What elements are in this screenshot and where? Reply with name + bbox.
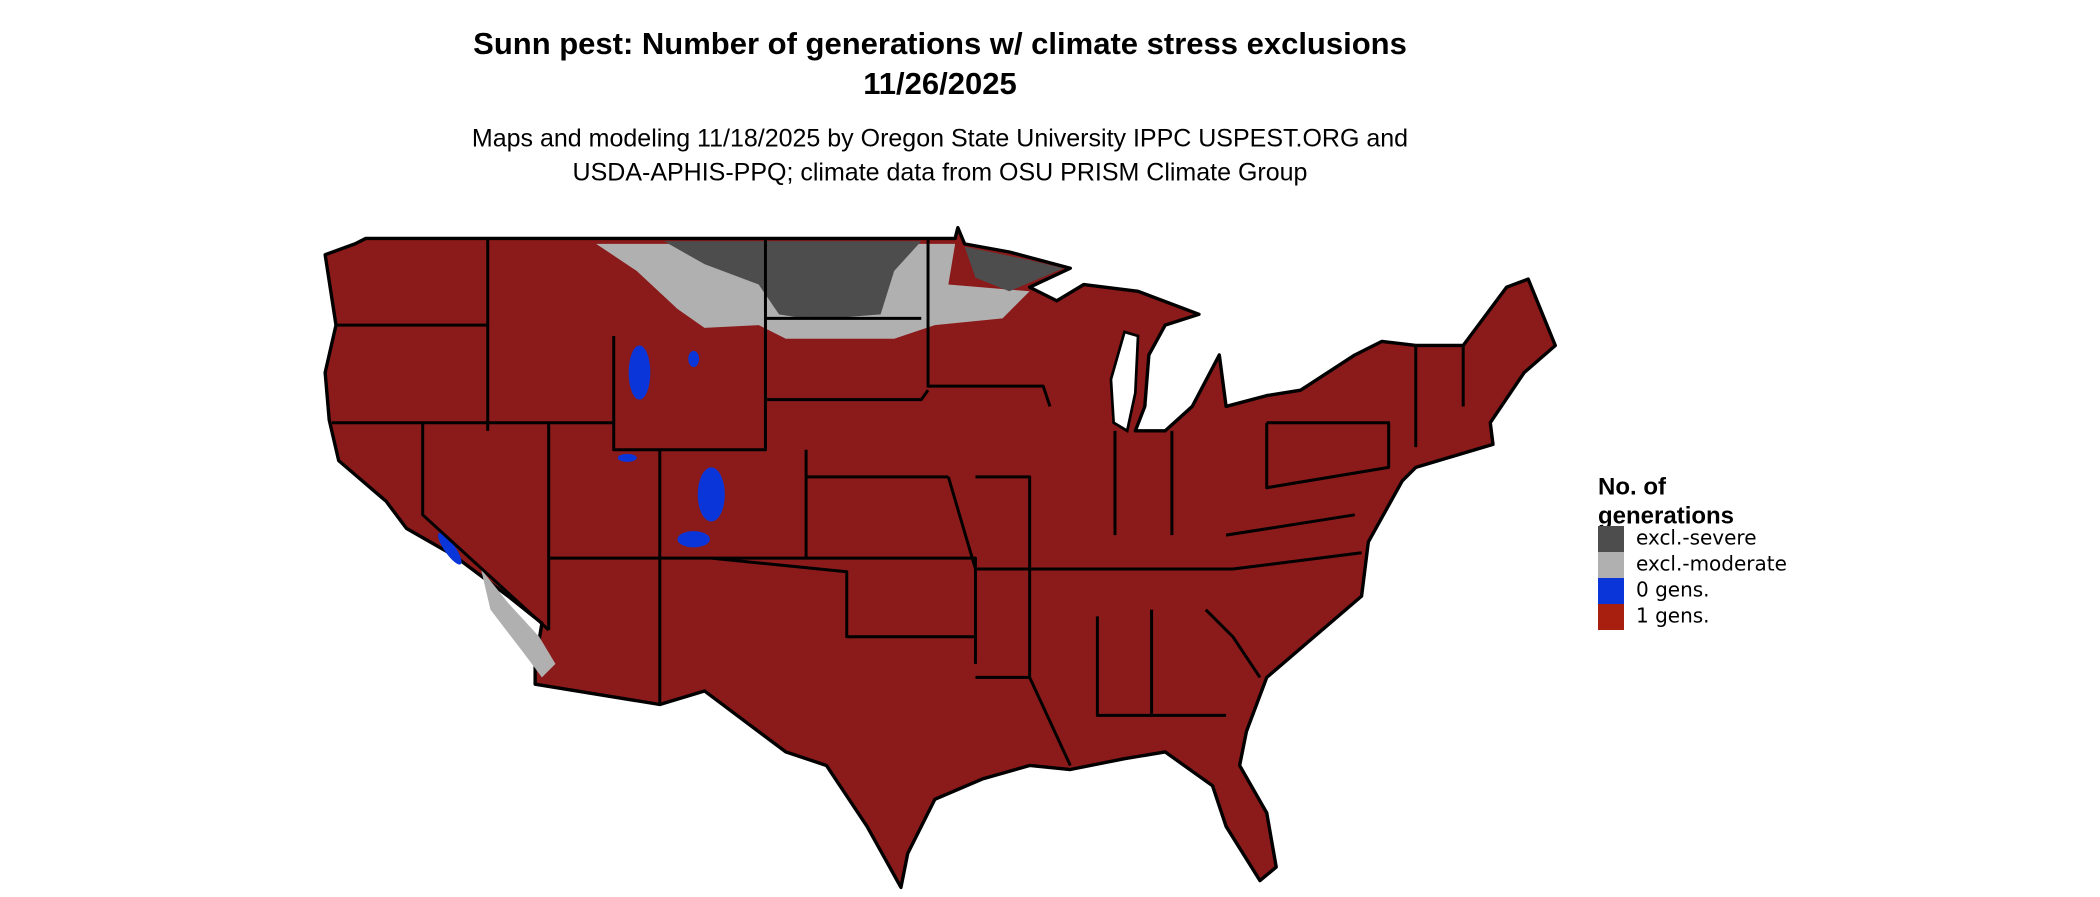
map [323,225,1558,890]
zero-gens-patch [677,531,710,548]
state-borders [331,238,1465,767]
state-border [331,238,1465,767]
zero-gens-patch [688,350,700,368]
zero-gens-patch [628,345,651,400]
titles: Sunn pest: Number of generations w/ clim… [472,26,1408,186]
zero-generation-areas [438,345,725,565]
legend-label: 1 gens. [1636,604,1710,628]
legend-label: excl.-severe [1636,526,1757,550]
legend-swatch [1598,604,1624,630]
zero-gens-patch [697,467,725,522]
legend-title: No. of [1598,473,1667,500]
legend-label: 0 gens. [1636,578,1710,602]
legend-label: excl.-moderate [1636,552,1787,576]
subtitle-line: USDA-APHIS-PPQ; climate data from OSU PR… [573,159,1308,187]
subtitle-line: Maps and modeling 11/18/2025 by Oregon S… [472,125,1408,153]
exclusion-severe-area [964,246,1064,292]
legend: No. ofgenerationsexcl.-severeexcl.-moder… [1598,473,1787,630]
title-line: Sunn pest: Number of generations w/ clim… [473,26,1407,61]
lake-michigan [1109,330,1140,433]
zero-gens-patch [617,453,637,462]
legend-title: generations [1598,502,1734,529]
title-line: 11/26/2025 [863,66,1016,101]
exclusion-moderate-area [480,569,556,678]
zero-gens-patch [438,532,462,565]
legend-swatch [1598,526,1624,552]
exclusion-severe-area [663,241,922,320]
legend-swatch [1598,552,1624,578]
legend-swatch [1598,578,1624,604]
